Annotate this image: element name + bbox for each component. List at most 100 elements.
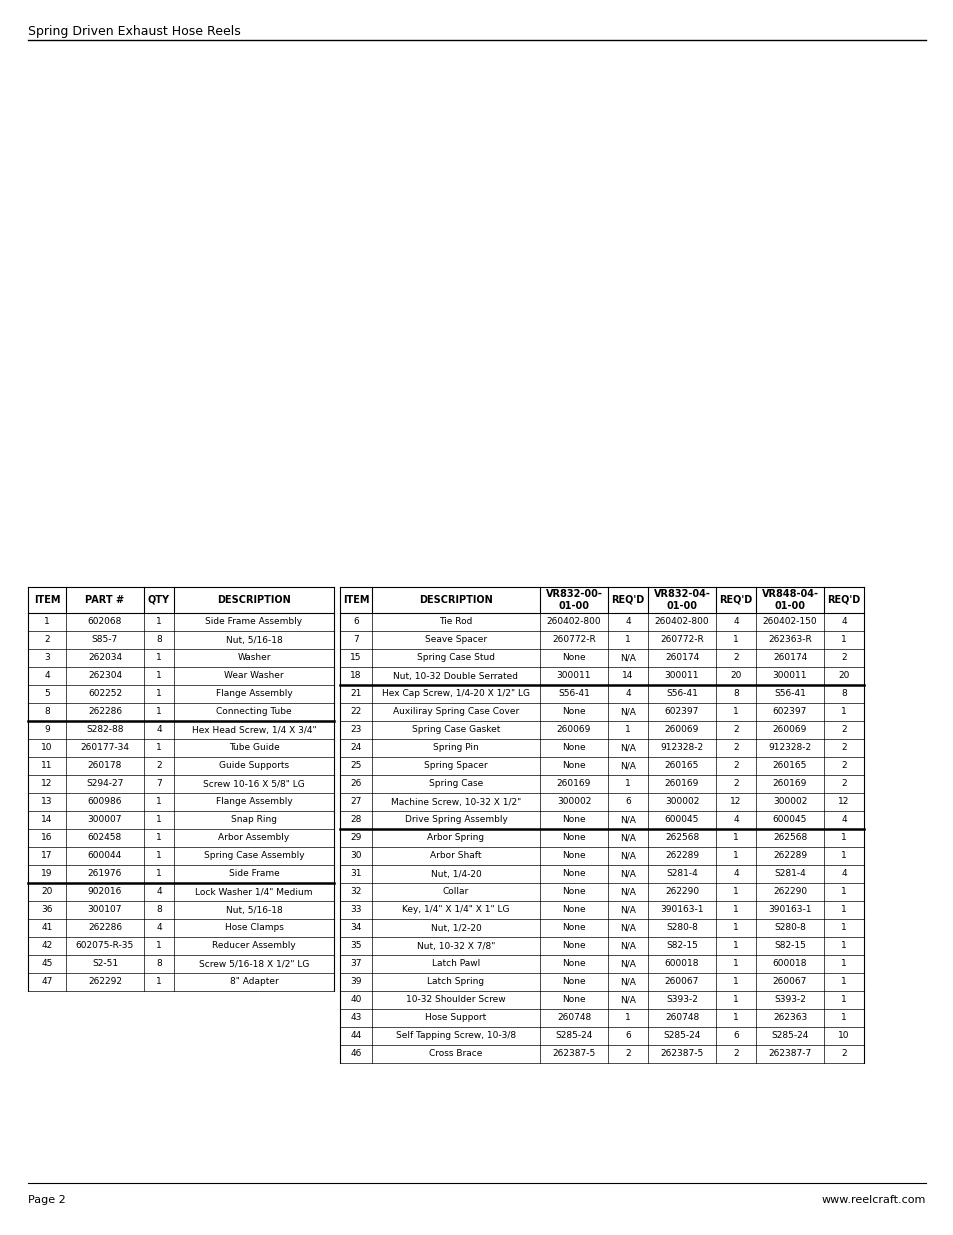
- Text: 12: 12: [838, 798, 849, 806]
- Text: 260069: 260069: [557, 725, 591, 735]
- Text: 260772-R: 260772-R: [552, 636, 596, 645]
- Text: 8: 8: [156, 960, 162, 968]
- Text: N/A: N/A: [619, 888, 636, 897]
- Text: None: None: [561, 851, 585, 861]
- Text: www.reelcraft.com: www.reelcraft.com: [821, 1195, 925, 1205]
- Text: 260067: 260067: [664, 977, 699, 987]
- Text: 1: 1: [156, 834, 162, 842]
- Text: 300011: 300011: [557, 672, 591, 680]
- Text: 262387-5: 262387-5: [659, 1050, 703, 1058]
- Text: 8: 8: [841, 689, 846, 699]
- Text: 262568: 262568: [664, 834, 699, 842]
- Text: None: None: [561, 924, 585, 932]
- Text: Seave Spacer: Seave Spacer: [424, 636, 487, 645]
- Text: Side Frame Assembly: Side Frame Assembly: [205, 618, 302, 626]
- Text: 300002: 300002: [664, 798, 699, 806]
- Text: 1: 1: [841, 995, 846, 1004]
- Text: N/A: N/A: [619, 941, 636, 951]
- Text: QTY: QTY: [148, 595, 170, 605]
- Text: 1: 1: [841, 636, 846, 645]
- Text: 21: 21: [350, 689, 361, 699]
- Text: 33: 33: [350, 905, 361, 914]
- Text: 20: 20: [41, 888, 52, 897]
- Text: 1: 1: [156, 708, 162, 716]
- Text: 4: 4: [733, 869, 738, 878]
- Text: 260178: 260178: [88, 762, 122, 771]
- Text: 260069: 260069: [772, 725, 806, 735]
- Text: 40: 40: [350, 995, 361, 1004]
- Text: 8: 8: [156, 636, 162, 645]
- Text: Guide Supports: Guide Supports: [218, 762, 289, 771]
- Text: N/A: N/A: [619, 924, 636, 932]
- Text: 26: 26: [350, 779, 361, 788]
- Text: 4: 4: [841, 815, 846, 825]
- Text: N/A: N/A: [619, 762, 636, 771]
- Text: Collar: Collar: [442, 888, 469, 897]
- Text: 7: 7: [353, 636, 358, 645]
- Text: 2: 2: [841, 1050, 846, 1058]
- Text: Tube Guide: Tube Guide: [229, 743, 279, 752]
- Text: Spring Case Assembly: Spring Case Assembly: [204, 851, 304, 861]
- Text: 1: 1: [732, 977, 739, 987]
- Text: None: None: [561, 743, 585, 752]
- Text: 600018: 600018: [664, 960, 699, 968]
- Text: Cross Brace: Cross Brace: [429, 1050, 482, 1058]
- Text: REQ'D: REQ'D: [719, 595, 752, 605]
- Text: 45: 45: [41, 960, 52, 968]
- Text: S285-24: S285-24: [555, 1031, 592, 1041]
- Text: S285-24: S285-24: [662, 1031, 700, 1041]
- Text: 22: 22: [350, 708, 361, 716]
- Text: 27: 27: [350, 798, 361, 806]
- Text: N/A: N/A: [619, 905, 636, 914]
- Text: 2: 2: [733, 725, 738, 735]
- Text: 4: 4: [624, 689, 630, 699]
- Text: 9: 9: [44, 725, 50, 735]
- Text: Arbor Spring: Arbor Spring: [427, 834, 484, 842]
- Text: 260748: 260748: [664, 1014, 699, 1023]
- Text: 1: 1: [624, 636, 630, 645]
- Text: 260174: 260174: [664, 653, 699, 662]
- Text: 2: 2: [841, 762, 846, 771]
- Text: 16: 16: [41, 834, 52, 842]
- Text: Auxiliray Spring Case Cover: Auxiliray Spring Case Cover: [393, 708, 518, 716]
- Text: 1: 1: [156, 653, 162, 662]
- Text: 1: 1: [841, 960, 846, 968]
- Text: 2: 2: [733, 762, 738, 771]
- Text: Nut, 1/2-20: Nut, 1/2-20: [430, 924, 481, 932]
- Text: 25: 25: [350, 762, 361, 771]
- Text: 602397: 602397: [664, 708, 699, 716]
- Text: 14: 14: [621, 672, 633, 680]
- Text: S393-2: S393-2: [773, 995, 805, 1004]
- Text: 262290: 262290: [664, 888, 699, 897]
- Text: S56-41: S56-41: [665, 689, 698, 699]
- Text: 4: 4: [841, 869, 846, 878]
- Text: 912328-2: 912328-2: [767, 743, 811, 752]
- Text: N/A: N/A: [619, 743, 636, 752]
- Text: Hose Clamps: Hose Clamps: [224, 924, 283, 932]
- Text: PART #: PART #: [86, 595, 125, 605]
- Text: 262387-5: 262387-5: [552, 1050, 595, 1058]
- Text: Nut, 5/16-18: Nut, 5/16-18: [226, 905, 282, 914]
- Text: 4: 4: [156, 888, 162, 897]
- Text: N/A: N/A: [619, 960, 636, 968]
- Text: 300007: 300007: [88, 815, 122, 825]
- Text: 18: 18: [350, 672, 361, 680]
- Text: Drive Spring Assembly: Drive Spring Assembly: [404, 815, 507, 825]
- Text: 8: 8: [732, 689, 739, 699]
- Text: S82-15: S82-15: [773, 941, 805, 951]
- Text: None: None: [561, 941, 585, 951]
- Text: 1: 1: [732, 636, 739, 645]
- Text: 262034: 262034: [88, 653, 122, 662]
- Text: S285-24: S285-24: [771, 1031, 808, 1041]
- Text: 34: 34: [350, 924, 361, 932]
- Text: 43: 43: [350, 1014, 361, 1023]
- Text: 6: 6: [624, 1031, 630, 1041]
- Text: REQ'D: REQ'D: [611, 595, 644, 605]
- Text: 1: 1: [841, 905, 846, 914]
- Text: 260165: 260165: [772, 762, 806, 771]
- Text: S85-7: S85-7: [91, 636, 118, 645]
- Text: Flange Assembly: Flange Assembly: [215, 689, 292, 699]
- Text: Reducer Assembly: Reducer Assembly: [212, 941, 295, 951]
- Text: Washer: Washer: [237, 653, 271, 662]
- Text: 2: 2: [156, 762, 162, 771]
